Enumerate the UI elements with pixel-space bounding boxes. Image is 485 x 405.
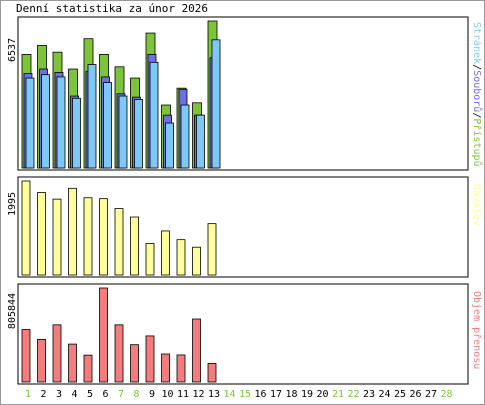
bar-navstev-day-5	[83, 197, 93, 276]
bar-navstev-day-13	[207, 223, 217, 276]
day-label-10: 10	[161, 389, 173, 400]
bar-stranek-day-2	[41, 74, 50, 169]
day-label-7: 7	[118, 389, 124, 400]
day-label-22: 22	[347, 389, 359, 400]
bar-navstev-day-8	[130, 216, 139, 276]
bar-stranek-day-8	[134, 99, 143, 169]
bar-navstev-day-11	[176, 239, 186, 276]
bar-objem-day-5	[83, 354, 93, 383]
bar-stranek-day-12	[196, 114, 205, 169]
day-label-4: 4	[71, 389, 77, 400]
bar-objem-day-3	[52, 324, 62, 383]
bar-navstev-day-4	[68, 187, 77, 276]
day-label-19: 19	[301, 389, 313, 400]
day-label-18: 18	[285, 389, 297, 400]
legend-sep-2: /	[471, 112, 482, 118]
bar-objem-day-13	[207, 362, 217, 383]
day-label-20: 20	[316, 389, 328, 400]
panel-traffic	[17, 283, 469, 385]
chart-title: Denní statistika za únor 2026	[16, 2, 209, 15]
bar-objem-day-12	[192, 318, 201, 383]
day-label-28: 28	[440, 389, 452, 400]
bar-stranek-day-10	[165, 122, 174, 169]
bar-stranek-day-7	[118, 95, 128, 169]
bar-objem-day-4	[68, 343, 77, 383]
bar-navstev-day-12	[192, 246, 201, 276]
day-label-12: 12	[192, 389, 204, 400]
bar-navstev-day-2	[37, 192, 46, 276]
day-label-13: 13	[208, 389, 220, 400]
ylabel-max-hits: 6537	[7, 38, 18, 62]
bar-stranek-day-4	[72, 97, 81, 169]
day-label-6: 6	[102, 389, 108, 400]
bar-objem-day-11	[176, 354, 186, 383]
day-label-11: 11	[177, 389, 189, 400]
day-label-26: 26	[409, 389, 421, 400]
bar-objem-day-10	[161, 353, 170, 383]
bar-objem-day-9	[145, 335, 155, 383]
bar-objem-day-7	[114, 324, 124, 383]
bar-navstev-day-1	[21, 180, 31, 276]
bar-stranek-day-1	[25, 77, 35, 169]
day-label-17: 17	[270, 389, 282, 400]
day-label-24: 24	[378, 389, 390, 400]
ylabel-max-visits: 1995	[7, 192, 18, 216]
bar-navstev-day-7	[114, 208, 124, 276]
panel-hits-files-pages	[17, 16, 469, 171]
legend-sep-1: /	[471, 64, 482, 70]
legend-stranek: Stránek	[471, 22, 483, 64]
day-label-8: 8	[133, 389, 139, 400]
bar-stranek-day-6	[103, 82, 112, 169]
legend-pristupu: Přístupů	[471, 118, 483, 166]
day-label-9: 9	[149, 389, 155, 400]
bar-navstev-day-9	[145, 243, 155, 276]
day-label-5: 5	[87, 389, 93, 400]
panel-visits	[17, 176, 469, 278]
bar-stranek-day-5	[87, 64, 97, 169]
day-label-15: 15	[239, 389, 251, 400]
bar-stranek-day-9	[149, 61, 159, 169]
bar-objem-day-6	[99, 287, 108, 383]
bar-stranek-day-13	[211, 39, 221, 169]
day-label-14: 14	[223, 389, 235, 400]
day-label-3: 3	[56, 389, 62, 400]
day-label-2: 2	[40, 389, 46, 400]
bar-objem-day-1	[21, 329, 31, 383]
day-label-23: 23	[363, 389, 375, 400]
bar-navstev-day-6	[99, 198, 108, 276]
legend-hits-files-pages: Stránek/Souborů/Přístupů	[471, 22, 483, 167]
day-label-27: 27	[425, 389, 437, 400]
day-label-16: 16	[254, 389, 266, 400]
bar-navstev-day-3	[52, 198, 62, 276]
legend-objem: Objem přenosu	[471, 291, 483, 369]
bar-navstev-day-10	[161, 230, 170, 276]
legend-souboru: Souborů	[471, 70, 483, 112]
bar-objem-day-2	[37, 339, 46, 383]
ylabel-max-traffic: 805844	[7, 293, 18, 329]
legend-navstev: Návštěv	[471, 184, 483, 226]
day-label-1: 1	[25, 389, 31, 400]
day-label-25: 25	[394, 389, 406, 400]
bar-stranek-day-3	[56, 76, 66, 169]
bar-objem-day-8	[130, 344, 139, 383]
day-label-21: 21	[332, 389, 344, 400]
bar-stranek-day-11	[180, 104, 190, 169]
